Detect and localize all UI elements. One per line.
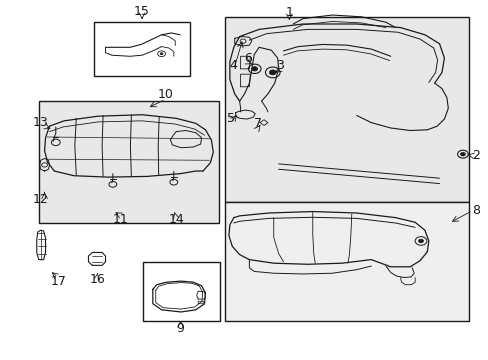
Text: 2: 2 xyxy=(471,149,479,162)
Text: 5: 5 xyxy=(226,112,234,125)
Text: 14: 14 xyxy=(168,213,184,226)
Text: 10: 10 xyxy=(157,88,173,101)
Circle shape xyxy=(251,67,257,71)
Text: 16: 16 xyxy=(89,273,105,286)
Text: 17: 17 xyxy=(50,275,66,288)
Circle shape xyxy=(160,53,163,55)
Bar xyxy=(94,22,189,76)
Text: 15: 15 xyxy=(134,5,150,18)
Circle shape xyxy=(418,239,423,243)
Text: 6: 6 xyxy=(244,51,252,64)
Text: 1: 1 xyxy=(285,6,293,19)
Bar xyxy=(224,17,468,202)
Circle shape xyxy=(460,152,465,156)
Bar xyxy=(224,202,468,320)
Circle shape xyxy=(269,70,276,75)
Text: 11: 11 xyxy=(112,213,128,226)
Bar xyxy=(39,101,219,223)
Text: 4: 4 xyxy=(229,59,237,72)
Text: 8: 8 xyxy=(471,204,479,217)
Bar xyxy=(143,262,220,320)
Text: 13: 13 xyxy=(33,116,48,129)
Text: 3: 3 xyxy=(275,59,283,72)
Text: 12: 12 xyxy=(33,193,48,206)
Text: 7: 7 xyxy=(254,117,262,130)
Text: 9: 9 xyxy=(176,322,184,335)
